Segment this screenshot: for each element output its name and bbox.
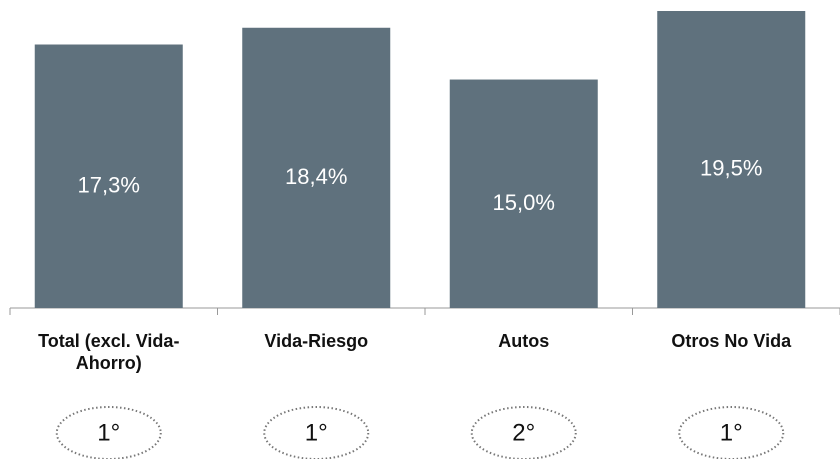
value-label: 17,3% — [78, 172, 140, 197]
value-label: 19,5% — [700, 156, 762, 181]
rank-badge — [263, 406, 370, 459]
rank-label: 1° — [305, 419, 328, 446]
rank-badge — [55, 406, 162, 459]
rank-badge — [678, 406, 785, 459]
rank-badge — [470, 406, 577, 459]
value-label: 18,4% — [285, 164, 347, 189]
bar — [657, 11, 806, 308]
rank-label: 1° — [720, 419, 743, 446]
value-label: 15,0% — [493, 190, 555, 215]
bar — [242, 27, 391, 308]
rank-label: 2° — [512, 419, 535, 446]
x-tick-label: Autos — [498, 331, 550, 351]
x-tick-label: Total (excl. Vida-Ahorro) — [38, 331, 180, 373]
x-tick-label: Vida-Riesgo — [264, 331, 369, 351]
bar — [34, 44, 183, 308]
x-tick-label: Otros No Vida — [671, 331, 792, 351]
bar — [449, 79, 598, 309]
rank-label: 1° — [97, 419, 120, 446]
